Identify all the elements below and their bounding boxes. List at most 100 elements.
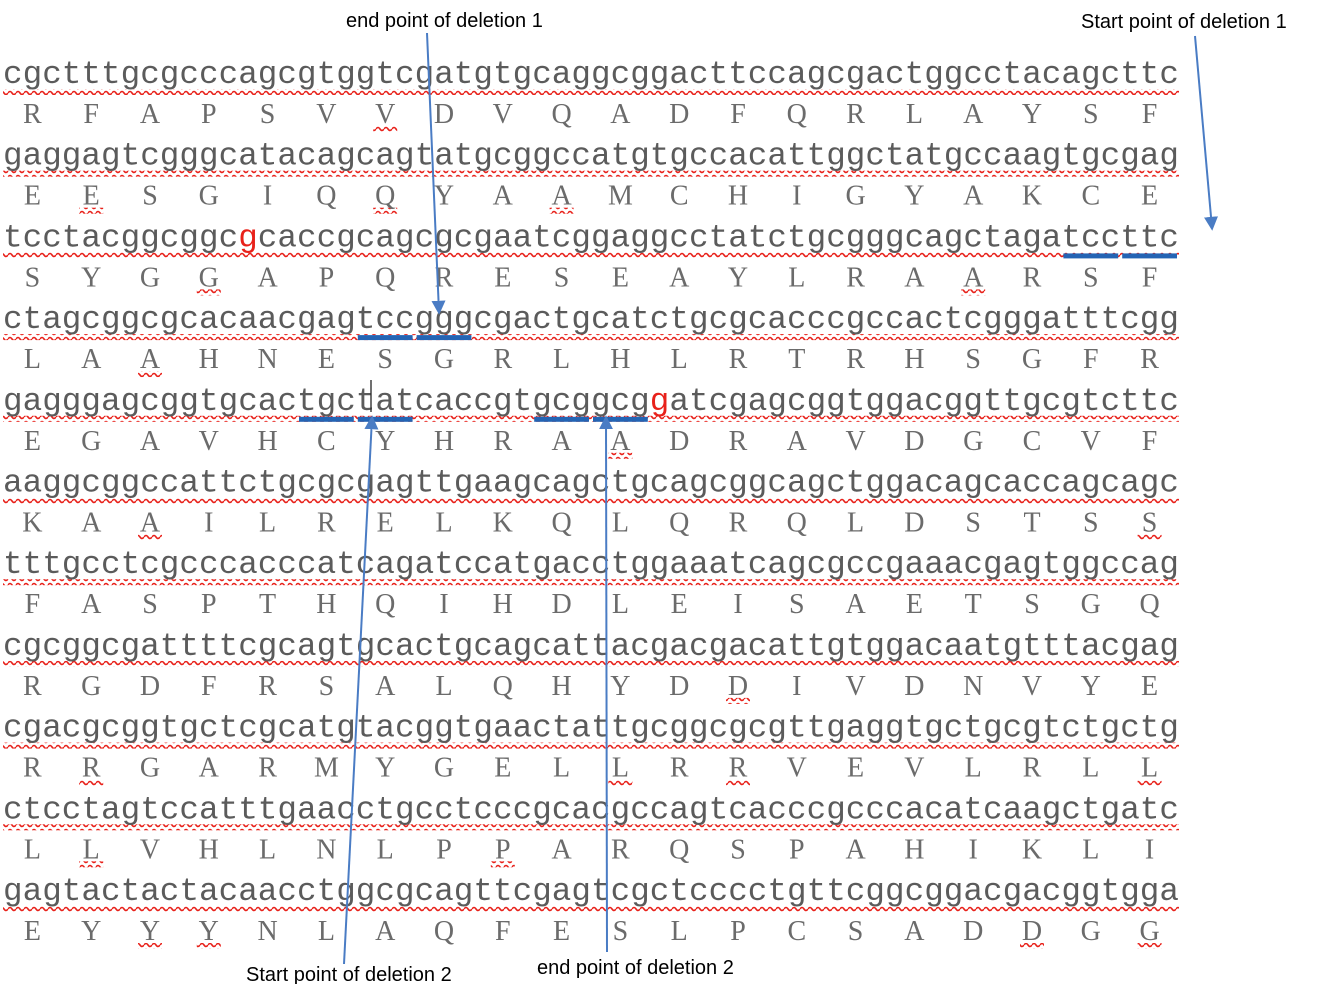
amino-acid: Q: [493, 671, 513, 702]
amino-acid: P: [201, 99, 217, 130]
amino-acid: Q: [316, 181, 336, 212]
amino-acid-squiggle: [196, 289, 221, 296]
amino-acid: G: [963, 426, 983, 457]
amino-acid: E: [671, 589, 688, 620]
amino-acid: Y: [140, 916, 160, 947]
amino-acid: F: [495, 916, 511, 947]
amino-acid: D: [1022, 916, 1042, 947]
amino-acid: P: [730, 916, 746, 947]
amino-acid: G: [1139, 916, 1159, 947]
amino-acid: S: [965, 508, 981, 539]
amino-acid: L: [259, 508, 276, 539]
amino-acid: Y: [610, 671, 630, 702]
amino-acid: H: [199, 344, 219, 375]
amino-acid: E: [1141, 181, 1158, 212]
amino-acid: L: [318, 916, 335, 947]
amino-acid: L: [612, 753, 629, 784]
amino-acid: F: [1142, 262, 1158, 293]
amino-acid: A: [904, 262, 925, 293]
amino-acid: S: [377, 344, 393, 375]
amino-acid: E: [24, 426, 41, 457]
amino-acid: V: [493, 99, 513, 130]
amino-acid: E: [906, 589, 923, 620]
amino-acid: G: [199, 262, 219, 293]
amino-acid: A: [140, 99, 161, 130]
codon-marker-bar: [299, 416, 354, 422]
amino-acid: Q: [787, 99, 807, 130]
amino-acid: R: [611, 834, 630, 865]
amino-acid: E: [83, 181, 100, 212]
dna-squiggle-underline: [3, 415, 1179, 422]
amino-acid: S: [613, 916, 629, 947]
amino-acid: H: [434, 426, 454, 457]
amino-acid: I: [1145, 834, 1154, 865]
amino-acid: H: [316, 589, 336, 620]
amino-acid-squiggle: [138, 943, 162, 949]
amino-acid: I: [439, 589, 448, 620]
amino-acid: E: [612, 262, 629, 293]
amino-acid: A: [493, 181, 514, 212]
amino-acid: M: [608, 181, 633, 212]
amino-acid: R: [23, 753, 42, 784]
dna-squiggle-underline: [3, 497, 1179, 504]
codon-marker-bar: [416, 335, 472, 341]
dna-squiggle-underline: [3, 334, 1179, 341]
amino-acid: N: [963, 671, 983, 702]
dna-sequence-line: aaggcggccattctgcgcgagttgaagcagctgcagcggc…: [3, 465, 1179, 502]
amino-acid: P: [319, 262, 335, 293]
amino-acid: A: [140, 344, 161, 375]
amino-acid: P: [789, 834, 805, 865]
amino-acid: A: [375, 916, 396, 947]
amino-acid: Q: [787, 508, 807, 539]
amino-acid: I: [263, 181, 272, 212]
amino-acid: R: [23, 671, 42, 702]
amino-acid: Y: [728, 262, 748, 293]
amino-acid: Q: [669, 834, 689, 865]
amino-acid: D: [669, 426, 689, 457]
codon-marker-bar: [593, 416, 648, 422]
amino-acid: E: [24, 916, 41, 947]
amino-acid: E: [494, 262, 511, 293]
spellcheck-underlines: [3, 89, 1179, 949]
amino-acid: L: [24, 344, 41, 375]
amino-acid: G: [845, 181, 865, 212]
amino-acid: T: [788, 344, 805, 375]
amino-acid: R: [1023, 753, 1042, 784]
amino-acid-squiggle: [1137, 534, 1162, 541]
amino-acid: L: [435, 508, 452, 539]
amino-acid: P: [495, 834, 511, 865]
amino-acid: Q: [551, 508, 571, 539]
amino-acid-squiggle: [1137, 943, 1162, 949]
dna-squiggle-underline: [3, 824, 1179, 831]
amino-acid: V: [845, 426, 865, 457]
highlighted-base: g: [650, 383, 670, 420]
amino-acid-squiggle: [373, 207, 398, 214]
codon-marker-bar: [1063, 253, 1119, 259]
amino-acid: R: [729, 753, 748, 784]
amino-acid: L: [847, 508, 864, 539]
amino-acid: P: [201, 589, 217, 620]
amino-acid: E: [318, 344, 335, 375]
amino-acid: R: [670, 753, 689, 784]
amino-acid: C: [670, 181, 689, 212]
amino-acid-squiggle: [608, 779, 633, 786]
amino-acid: R: [729, 344, 748, 375]
dna-sequence-line: tttgcctcgcccacccatcagatccatgacctggaaatca…: [3, 546, 1179, 583]
amino-acid: A: [81, 508, 102, 539]
amino-acid: Q: [375, 262, 395, 293]
amino-acid: L: [553, 753, 570, 784]
dna-sequence-line: ctagcggcgcacaacgagtccgggcgactgcatctgcgca…: [3, 301, 1179, 338]
amino-acid: G: [199, 181, 219, 212]
amino-acid: L: [259, 834, 276, 865]
amino-acid: Q: [375, 589, 395, 620]
amino-acid: C: [1023, 426, 1042, 457]
amino-acid: V: [1081, 426, 1101, 457]
dna-sequence-line: cgctttgcgcccagcgtggtcgatgtgcaggcggacttcc…: [3, 56, 1179, 93]
sequence-rows: cgctttgcgcccagcgtggtcgatgtgcaggcggacttcc…: [3, 56, 1179, 947]
amino-acid: L: [612, 508, 629, 539]
amino-acid: Y: [1081, 671, 1101, 702]
amino-acid: A: [610, 426, 631, 457]
amino-acid: A: [610, 99, 631, 130]
amino-acid: E: [24, 181, 41, 212]
amino-acid: H: [904, 344, 924, 375]
